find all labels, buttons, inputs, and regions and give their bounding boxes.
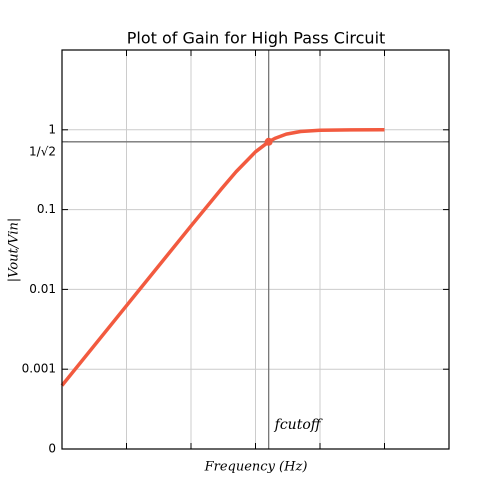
cutoff-label: fcutoff xyxy=(274,417,323,433)
y-tick-label: 0.1 xyxy=(37,202,56,216)
y-tick-label: 1 xyxy=(48,122,56,136)
cutoff-point xyxy=(264,137,273,146)
y-tick-label: 0.01 xyxy=(29,282,56,296)
x-axis-label: Frequency (Hz) xyxy=(204,460,308,475)
plot-frame xyxy=(61,49,450,450)
chart-title: Plot of Gain for High Pass Circuit xyxy=(127,29,386,48)
y-tick-label: 0.001 xyxy=(22,362,56,376)
y-axis-label: |Vout/Vin| xyxy=(7,218,22,282)
y-tick-label: 0 xyxy=(48,442,56,456)
y-tick-label: 1/√2 xyxy=(29,144,56,158)
